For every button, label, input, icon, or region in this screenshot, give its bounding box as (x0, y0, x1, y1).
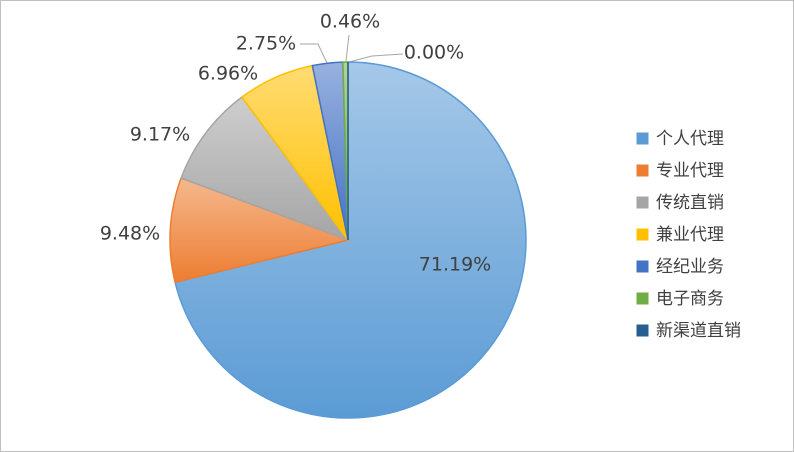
legend-swatch (636, 164, 649, 177)
pie-slice (180, 96, 351, 242)
legend-swatch (636, 228, 649, 241)
leader-line (348, 53, 404, 63)
data-label: 9.17% (130, 124, 190, 146)
legend-label: 新渠道直销 (656, 321, 741, 341)
legend-label: 专业代理 (656, 161, 724, 181)
data-label: 0.00% (404, 42, 464, 64)
legend-swatch (636, 196, 649, 209)
data-label: 2.75% (236, 33, 296, 55)
pie-slice (174, 61, 527, 419)
legend-label: 经纪业务 (656, 257, 724, 277)
legend-label: 电子商务 (656, 289, 724, 309)
legend-swatch (636, 260, 649, 273)
legend-swatch (636, 132, 649, 145)
legend-label: 个人代理 (656, 129, 724, 149)
legend-swatch (636, 324, 649, 337)
data-label: 6.96% (198, 63, 258, 85)
data-label: 9.48% (100, 223, 160, 245)
data-label: 71.19% (419, 254, 491, 276)
data-label: 0.46% (320, 11, 380, 33)
leader-line (300, 43, 328, 64)
leader-line (345, 34, 350, 62)
legend-swatch (636, 292, 649, 305)
legend-label: 传统直销 (656, 193, 724, 213)
pie-slice (169, 177, 351, 284)
legend-label: 兼业代理 (656, 225, 724, 245)
